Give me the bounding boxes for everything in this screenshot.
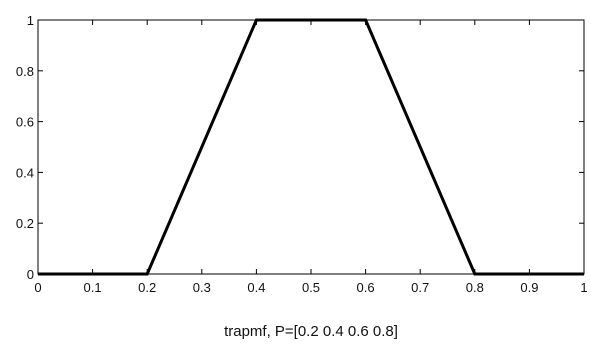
plot-area (37, 19, 585, 275)
x-tick-label: 0.9 (520, 280, 538, 295)
x-tick-label: 0.5 (302, 280, 320, 295)
x-axis-label: trapmf, P=[0.2 0.4 0.6 0.8] (224, 323, 398, 340)
x-tick-label: 1 (580, 280, 587, 295)
y-tick-label: 0.6 (16, 115, 34, 130)
x-tick-label: 0 (34, 280, 41, 295)
series-layer (38, 18, 584, 276)
y-tick-label: 0.2 (16, 216, 34, 231)
y-tick-label: 0.4 (16, 165, 34, 180)
x-tick-label: 0.6 (357, 280, 375, 295)
x-tick-label: 0.7 (411, 280, 429, 295)
x-tick-label: 0.1 (84, 280, 102, 295)
y-tick-label: 1 (27, 13, 34, 28)
x-tick-label: 0.3 (193, 280, 211, 295)
x-tick-label: 0.2 (138, 280, 156, 295)
x-tick-label: 0.4 (247, 280, 265, 295)
trapezoid-series-line (38, 18, 584, 276)
y-tick-label: 0.8 (16, 64, 34, 79)
x-axis-ticks: 0 0.1 0.2 0.3 0.4 0.5 0.6 0.7 0.8 0.9 1 (34, 20, 588, 295)
y-tick-label: 0 (27, 267, 34, 282)
x-tick-label: 0.8 (466, 280, 484, 295)
